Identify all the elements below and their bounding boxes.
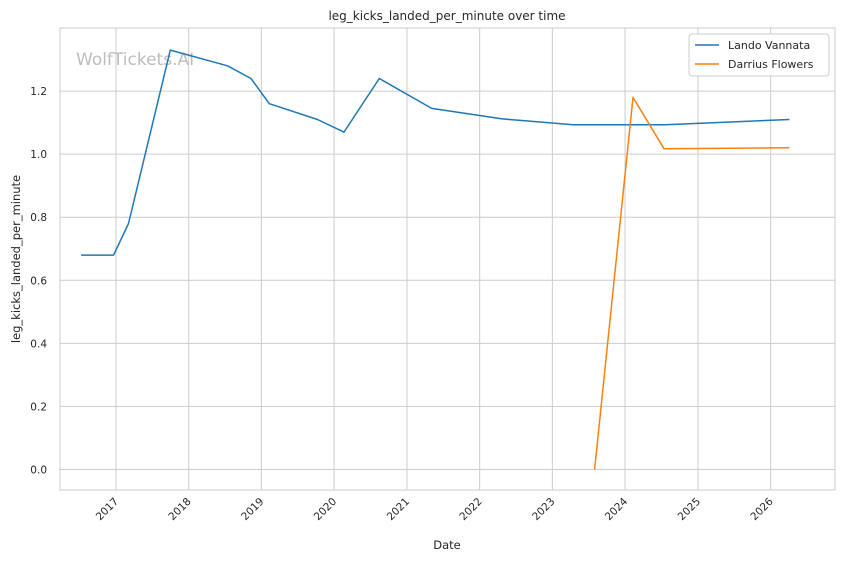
y-tick-label: 0.6	[30, 275, 47, 287]
x-tick-label: 2020	[312, 496, 339, 523]
x-axis-label: Date	[433, 538, 461, 552]
series-lines	[81, 49, 790, 470]
y-tick-label: 1.0	[30, 149, 47, 161]
plot-frame	[59, 27, 836, 491]
y-tick-label: 1.2	[30, 86, 47, 98]
y-tick-label: 0.2	[30, 401, 47, 413]
legend: Lando Vannata Darrius Flowers	[688, 33, 830, 77]
x-tick-label: 2023	[530, 496, 557, 523]
x-tick-label: 2025	[676, 496, 703, 523]
chart-title: leg_kicks_landed_per_minute over time	[328, 9, 565, 23]
legend-box	[688, 33, 830, 77]
x-axis-ticks: 2017 2018 2019 2020 2021 2022 2023 2024 2025 2026	[94, 495, 776, 523]
y-axis-label: leg_kicks_landed_per_minute	[9, 175, 23, 343]
y-tick-label: 0.8	[30, 212, 47, 224]
y-tick-label: 0.4	[30, 338, 47, 350]
watermark: WolfTickets.AI	[76, 50, 194, 70]
series-line-darrius-flowers	[593, 96, 790, 470]
legend-label-darrius-flowers: Darrius Flowers	[728, 58, 814, 71]
x-tick-label: 2019	[239, 496, 266, 523]
y-tick-label: 0.0	[30, 465, 47, 477]
series-line-lando-vannata	[81, 49, 790, 256]
x-tick-label: 2026	[748, 495, 776, 523]
x-tick-label: 2022	[457, 496, 484, 523]
x-tick-label: 2021	[385, 496, 412, 523]
x-tick-label: 2018	[166, 496, 193, 523]
legend-label-lando-vannata: Lando Vannata	[728, 39, 810, 52]
x-tick-label: 2017	[94, 496, 121, 523]
grid-lines	[60, 28, 835, 490]
y-axis-ticks: 0.0 0.2 0.4 0.6 0.8 1.0 1.2	[30, 86, 47, 476]
x-tick-label: 2024	[603, 495, 631, 523]
